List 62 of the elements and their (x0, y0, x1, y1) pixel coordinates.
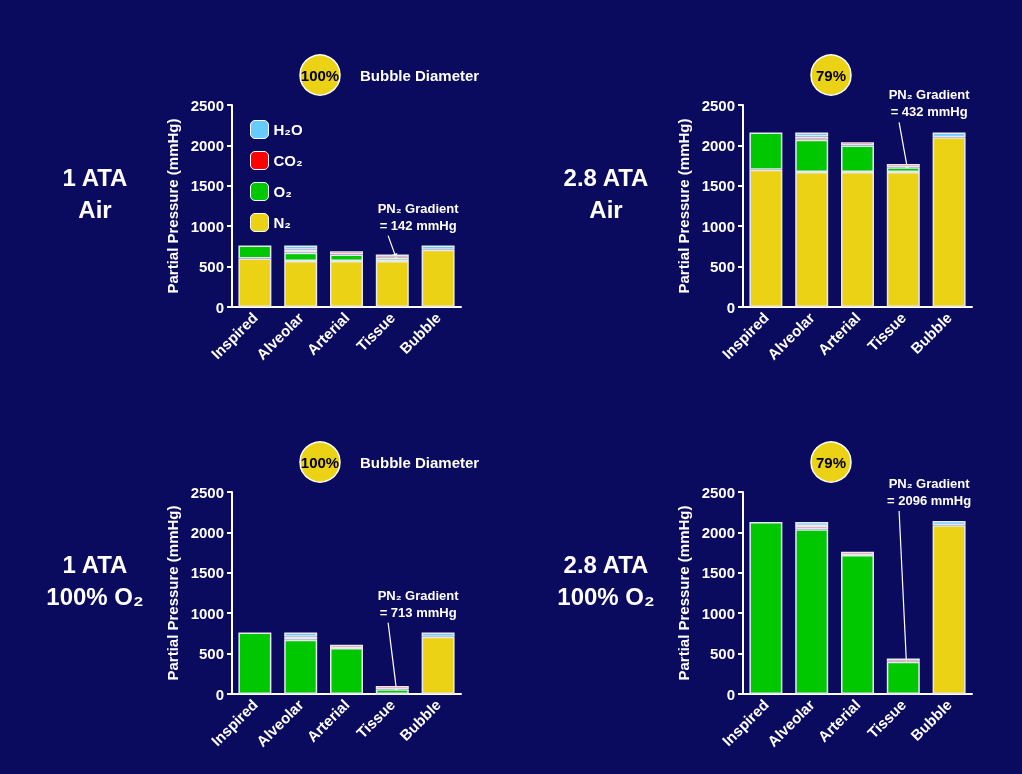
text: 100% (300, 453, 340, 471)
y-tick-label: 0 (215, 298, 224, 316)
y-tick-label: 2500 (701, 483, 735, 501)
y-tick-label: 1000 (701, 604, 735, 622)
y-tick-label: 1000 (190, 217, 224, 235)
y-tick-label: 500 (709, 258, 735, 276)
text: Bubble Diameter (360, 453, 480, 471)
annotation: PN₂ Gradient = 142 mmHg (377, 200, 460, 233)
y-tick-label: 1500 (190, 564, 224, 582)
text: 1 ATA Air (62, 164, 128, 223)
bar (284, 245, 318, 250)
y-tick-label: 2000 (190, 136, 224, 154)
legend-label: O₂ (273, 183, 292, 200)
text: 1 ATA 100% O₂ (46, 551, 144, 610)
y-axis-title: Partial Pressure (mmHg) (675, 118, 692, 294)
text: 2.8 ATA 100% O₂ (557, 551, 655, 610)
annotation: PN₂ Gradient = 713 mmHg (377, 587, 460, 620)
bar (886, 661, 920, 694)
legend-label: N₂ (273, 214, 291, 231)
annotation: PN₂ Gradient = 432 mmHg (888, 87, 971, 120)
y-tick-label: 1500 (190, 177, 224, 195)
y-tick-label: 1000 (190, 604, 224, 622)
bar (238, 632, 272, 694)
bar (375, 260, 409, 307)
y-tick-label: 2000 (701, 136, 735, 154)
text: 79% (815, 66, 847, 84)
bar (330, 647, 363, 694)
bar (421, 249, 455, 307)
y-tick-label: 1500 (701, 564, 735, 582)
bar (284, 639, 318, 694)
y-tick-label: 2500 (190, 96, 224, 114)
annotation: PN₂ Gradient = 2096 mmHg (887, 476, 972, 509)
text: Bubble Diameter (360, 66, 480, 84)
bar (795, 521, 829, 526)
bar (284, 632, 318, 637)
y-tick-label: 1000 (701, 217, 735, 235)
y-axis-title: Partial Pressure (mmHg) (164, 505, 181, 681)
y-tick-label: 2500 (701, 96, 735, 114)
y-tick-label: 500 (198, 645, 224, 663)
y-tick-label: 1500 (701, 177, 735, 195)
y-tick-label: 0 (726, 298, 735, 316)
legend-label: CO₂ (273, 152, 303, 169)
bar (421, 636, 455, 694)
y-axis-title: Partial Pressure (mmHg) (675, 505, 692, 681)
bar (841, 555, 874, 694)
y-tick-label: 2500 (190, 483, 224, 501)
legend-label: H₂O (273, 121, 303, 138)
y-tick-label: 0 (726, 685, 735, 703)
bar (932, 525, 966, 694)
y-tick-label: 2000 (701, 523, 735, 541)
bar (375, 689, 409, 694)
text: 79% (815, 453, 847, 471)
y-tick-label: 2000 (190, 523, 224, 541)
y-tick-label: 500 (709, 645, 735, 663)
bar (795, 132, 829, 137)
y-tick-label: 0 (215, 685, 224, 703)
bar (749, 521, 783, 694)
bar (795, 529, 829, 694)
text: 2.8 ATA Air (563, 164, 649, 223)
y-tick-label: 500 (198, 258, 224, 276)
y-axis-title: Partial Pressure (mmHg) (164, 118, 181, 294)
text: 100% (300, 66, 340, 84)
